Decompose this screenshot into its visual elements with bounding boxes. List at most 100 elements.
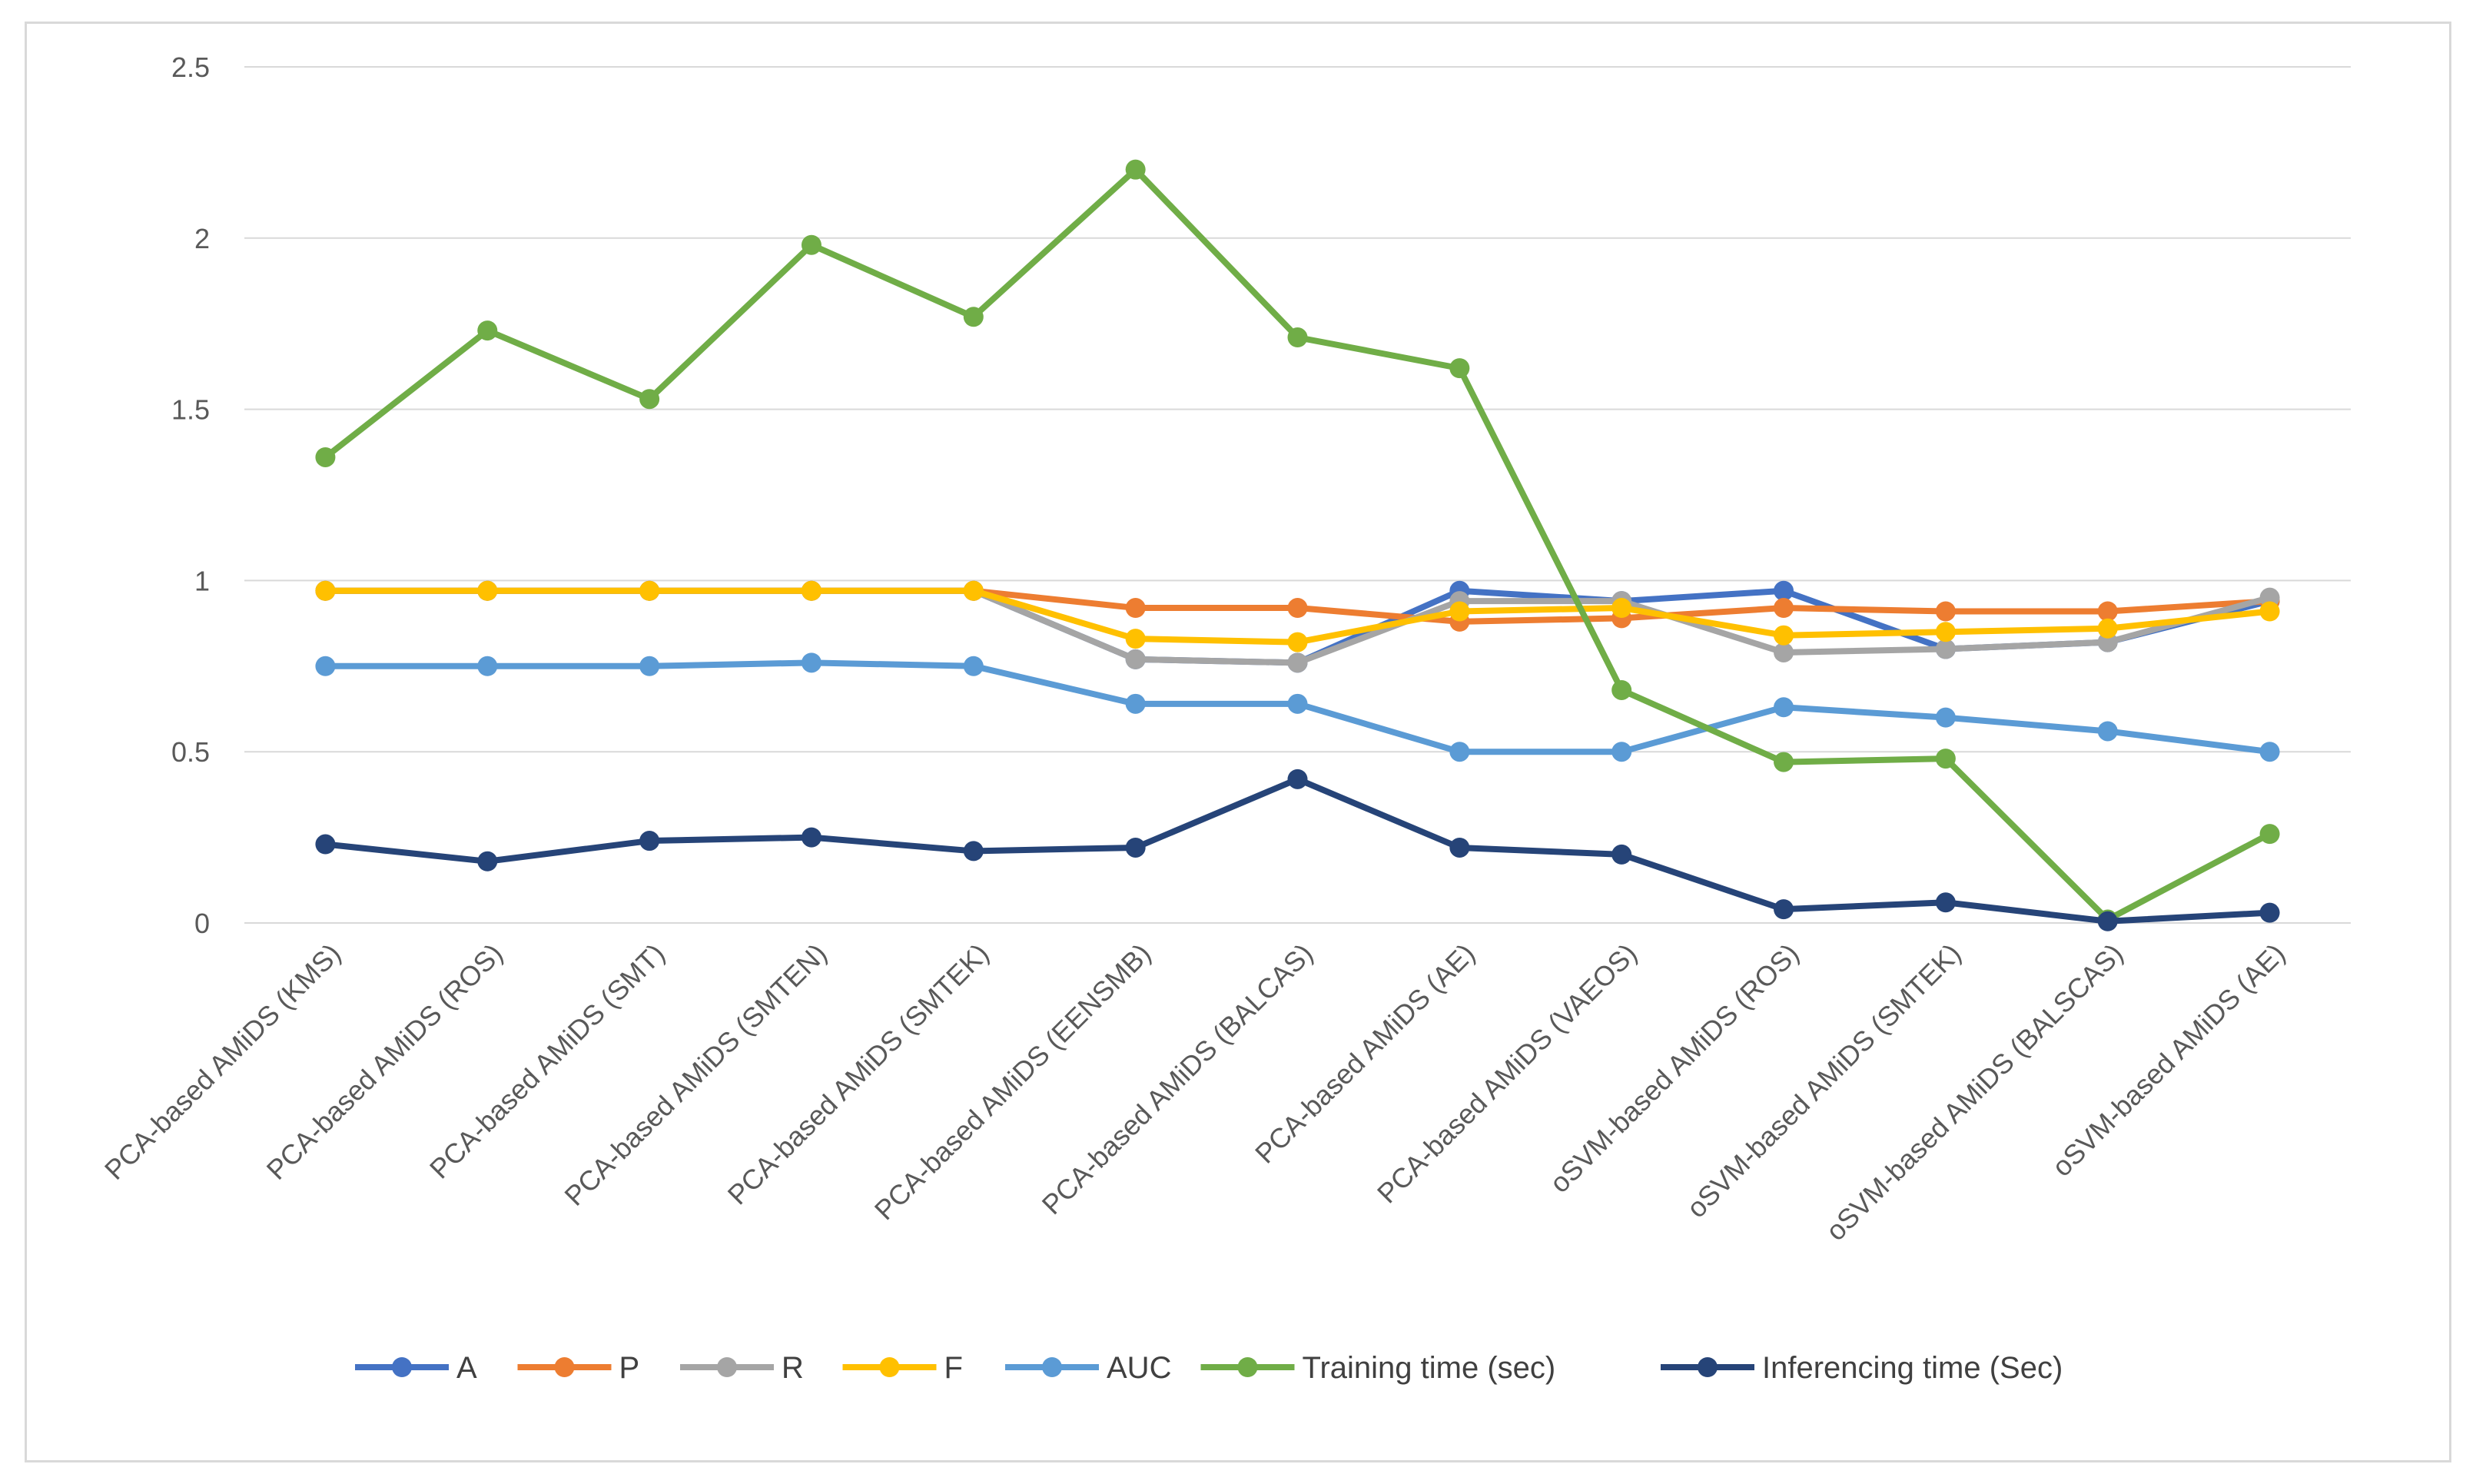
data-point	[2259, 824, 2280, 845]
series-auc	[315, 652, 2280, 762]
x-tick-label: oSVM-based AMiDS (BALSCAS)	[1820, 938, 2129, 1247]
data-point	[1125, 693, 1146, 714]
data-point	[1125, 629, 1146, 649]
legend-swatch-marker	[554, 1357, 575, 1377]
x-tick-label: PCA-based AMiDS (EENSMB)	[868, 938, 1157, 1227]
legend-swatch-marker	[879, 1357, 900, 1377]
data-point	[1287, 632, 1308, 652]
data-point	[801, 827, 821, 848]
data-point	[801, 580, 821, 601]
x-tick-label: PCA-based AMiDS (SMTEK)	[722, 938, 995, 1211]
data-point	[1449, 837, 1470, 858]
data-point	[1287, 652, 1308, 673]
chart-frame: 0 0.5 1 1.5 2 2.5 PCA-based AMiDS (KMS) PCA-ba…	[25, 22, 2451, 1462]
legend-item: R	[680, 1351, 804, 1385]
series-inferencing-time-sec-	[315, 769, 2280, 931]
data-point	[2259, 587, 2280, 608]
data-point	[477, 851, 498, 871]
data-point	[2259, 742, 2280, 762]
data-point	[1935, 622, 1956, 642]
x-axis-ticks: PCA-based AMiDS (KMS)PCA-based AMiDS (RO…	[98, 938, 2291, 1247]
data-point	[639, 389, 660, 410]
x-tick-label: PCA-based AMiDS (SMTEN)	[558, 938, 832, 1212]
data-point	[1774, 598, 1794, 619]
data-point	[1774, 899, 1794, 920]
data-point	[1125, 837, 1146, 858]
x-tick-label: oSVM-based AMiDS (SMTEK)	[1681, 938, 1967, 1224]
series-lines	[315, 159, 2280, 931]
data-point	[2259, 601, 2280, 622]
data-point	[963, 307, 984, 327]
data-point	[801, 234, 821, 255]
data-point	[1611, 742, 1632, 762]
data-point	[477, 656, 498, 676]
data-point	[1611, 598, 1632, 619]
legend-item: Inferencing time (Sec)	[1661, 1351, 2063, 1385]
data-point	[1935, 601, 1956, 622]
legend-item: A	[355, 1351, 477, 1385]
data-point	[963, 580, 984, 601]
data-point	[1449, 742, 1470, 762]
data-point	[1935, 749, 1956, 769]
data-point	[315, 580, 336, 601]
legend-item: Training time (sec)	[1200, 1351, 1556, 1385]
y-tick-label: 2	[194, 223, 210, 254]
legend-label: Inferencing time (Sec)	[1762, 1351, 2063, 1385]
data-point	[1935, 892, 1956, 913]
data-point	[801, 652, 821, 673]
data-point	[1611, 844, 1632, 865]
data-point	[1611, 679, 1632, 700]
legend-swatch-marker	[1042, 1357, 1062, 1377]
data-point	[1287, 598, 1308, 619]
legend-item: AUC	[1005, 1351, 1171, 1385]
legend-swatch-marker	[1237, 1357, 1258, 1377]
data-point	[2097, 721, 2118, 742]
data-point	[315, 834, 336, 855]
line-chart: 0 0.5 1 1.5 2 2.5 PCA-based AMiDS (KMS)PCA-ba…	[98, 51, 2351, 1385]
data-point	[1287, 693, 1308, 714]
legend-swatch-marker	[1698, 1357, 1718, 1377]
legend-item: F	[842, 1351, 963, 1385]
legend-swatch-marker	[717, 1357, 737, 1377]
data-point	[477, 320, 498, 341]
legend-item: P	[517, 1351, 640, 1385]
legend-label: F	[944, 1351, 963, 1385]
data-point	[1125, 649, 1146, 669]
data-point	[639, 831, 660, 852]
data-point	[2259, 902, 2280, 923]
y-tick-label: 2.5	[171, 51, 210, 83]
data-point	[2097, 601, 2118, 622]
data-point	[639, 656, 660, 676]
data-point	[477, 580, 498, 601]
series-training-time-sec-	[315, 159, 2280, 930]
data-point	[2097, 618, 2118, 639]
data-point	[1935, 707, 1956, 728]
data-point	[1287, 769, 1308, 789]
legend-label: AUC	[1107, 1351, 1171, 1385]
data-point	[1774, 752, 1794, 772]
legend-label: R	[782, 1351, 804, 1385]
series-f	[315, 580, 2280, 652]
data-point	[1287, 327, 1308, 348]
gridlines	[244, 66, 2351, 924]
y-tick-label: 1.5	[171, 394, 210, 426]
legend-label: P	[619, 1351, 640, 1385]
data-point	[1774, 625, 1794, 646]
data-point	[1449, 358, 1470, 379]
y-axis-ticks: 0 0.5 1 1.5 2 2.5	[171, 51, 210, 939]
legend: A P R F AUC Training time (sec) Inferencing ti…	[355, 1351, 2063, 1385]
x-tick-label: PCA-based AMiDS (VAEOS)	[1371, 938, 1643, 1210]
y-tick-label: 0.5	[171, 736, 210, 768]
legend-label: Training time (sec)	[1303, 1351, 1556, 1385]
y-tick-label: 0	[194, 908, 210, 939]
y-tick-label: 1	[194, 565, 210, 596]
series-line	[322, 166, 2273, 923]
data-point	[1935, 639, 1956, 659]
series-line	[322, 775, 2273, 925]
data-point	[639, 580, 660, 601]
legend-swatch-marker	[392, 1357, 412, 1377]
data-point	[1774, 580, 1794, 601]
series-r	[315, 580, 2280, 673]
data-point	[1125, 598, 1146, 619]
x-tick-label: PCA-based AMiDS (BALCAS)	[1036, 938, 1319, 1221]
